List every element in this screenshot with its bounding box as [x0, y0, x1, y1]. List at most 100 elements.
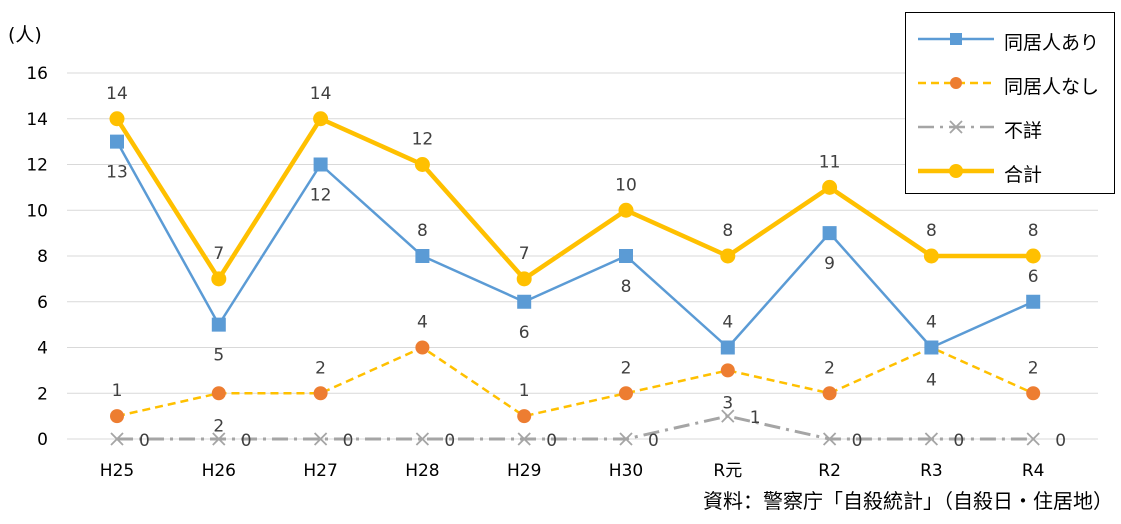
series-line-1	[116, 346, 1034, 418]
data-point	[822, 226, 837, 241]
data-label: 2	[621, 358, 632, 378]
data-point	[950, 77, 962, 89]
data-label: 14	[310, 84, 332, 104]
x-tick-label: R3	[920, 461, 943, 481]
y-tick-label: 0	[37, 430, 48, 450]
data-point	[517, 409, 532, 424]
data-point	[720, 340, 735, 355]
data-label: 4	[417, 313, 428, 333]
data-label: 8	[417, 221, 428, 241]
data-label: 0	[953, 431, 964, 451]
legend-label: 同居人あり	[1004, 32, 1100, 54]
y-tick-label: 10	[26, 201, 48, 221]
data-label: 8	[621, 277, 632, 297]
legend-item: 不詳	[906, 107, 1114, 147]
data-point	[924, 432, 939, 446]
data-label: 2	[315, 358, 326, 378]
data-point	[109, 111, 125, 127]
y-tick-label: 6	[37, 293, 48, 313]
data-label: 0	[852, 431, 863, 451]
data-point	[516, 271, 532, 287]
data-point	[720, 363, 735, 378]
data-point	[923, 248, 939, 264]
data-point	[110, 432, 124, 446]
data-label: 7	[519, 244, 530, 264]
data-label: 9	[824, 254, 835, 274]
y-axis-unit-label: (人)	[8, 24, 42, 46]
legend-swatch	[918, 164, 994, 178]
legend-label: 不詳	[1004, 120, 1043, 142]
data-label: 2	[824, 358, 835, 378]
data-point	[415, 432, 430, 446]
data-point	[924, 340, 939, 355]
data-label: 0	[444, 431, 455, 451]
x-tick-label: H25	[100, 461, 134, 481]
data-point	[313, 111, 329, 127]
data-point	[211, 271, 227, 287]
x-tick-label: R2	[818, 461, 841, 481]
x-tick-label: H27	[303, 461, 337, 481]
data-label: 4	[926, 371, 937, 391]
legend-label: 同居人なし	[1004, 76, 1100, 98]
data-point	[949, 120, 963, 134]
data-point	[212, 432, 226, 446]
data-point	[822, 386, 837, 401]
data-label: 13	[106, 163, 128, 183]
data-label: 8	[722, 221, 733, 241]
data-point	[211, 317, 226, 332]
data-label: 11	[819, 152, 841, 172]
data-point	[822, 432, 837, 446]
x-tick-label: H30	[609, 461, 643, 481]
data-label: 4	[722, 313, 733, 333]
data-point	[1026, 432, 1040, 446]
data-point	[720, 248, 736, 264]
data-point	[1026, 294, 1041, 309]
data-label: 4	[926, 313, 937, 333]
data-point	[1025, 248, 1041, 264]
data-label: 0	[648, 431, 659, 451]
data-point	[415, 340, 430, 355]
data-point	[1026, 386, 1041, 401]
x-tick-label: H29	[507, 461, 541, 481]
y-tick-label: 16	[26, 64, 48, 84]
data-label: 2	[213, 416, 224, 436]
x-tick-label: H28	[405, 461, 439, 481]
data-label: 0	[343, 431, 354, 451]
x-tick-label: R元	[713, 461, 742, 481]
data-label: 10	[615, 175, 637, 195]
source-note: 資料：警察庁「自殺統計」（自殺日・住居地）	[703, 489, 1113, 513]
data-label: 1	[519, 381, 530, 401]
data-point	[618, 202, 634, 218]
data-label: 0	[546, 431, 557, 451]
x-tick-label: H26	[202, 461, 236, 481]
data-point	[313, 432, 328, 446]
legend-swatch	[918, 77, 994, 89]
data-point	[949, 164, 963, 178]
data-point	[619, 432, 633, 446]
data-label: 12	[412, 130, 434, 150]
data-label: 2	[1028, 358, 1039, 378]
x-tick-label: R4	[1022, 461, 1045, 481]
data-point	[313, 157, 328, 172]
series-line-2	[117, 414, 1034, 441]
data-point	[313, 386, 328, 401]
legend-swatch	[918, 120, 994, 134]
legend: 同居人あり同居人なし不詳合計	[905, 12, 1115, 194]
data-label: 0	[1055, 431, 1066, 451]
data-point	[619, 249, 633, 263]
data-label: 0	[139, 431, 150, 451]
legend-swatch	[918, 33, 994, 45]
y-tick-label: 12	[26, 156, 48, 176]
data-label: 5	[213, 346, 224, 366]
data-label: 0	[241, 431, 252, 451]
legend-label: 合計	[1004, 164, 1043, 186]
data-point	[517, 432, 531, 446]
series-line-3	[115, 116, 1034, 282]
data-label: 8	[926, 221, 937, 241]
data-label: 3	[722, 393, 733, 413]
y-tick-label: 4	[37, 339, 48, 359]
data-label: 7	[213, 244, 224, 264]
data-point	[950, 33, 962, 45]
